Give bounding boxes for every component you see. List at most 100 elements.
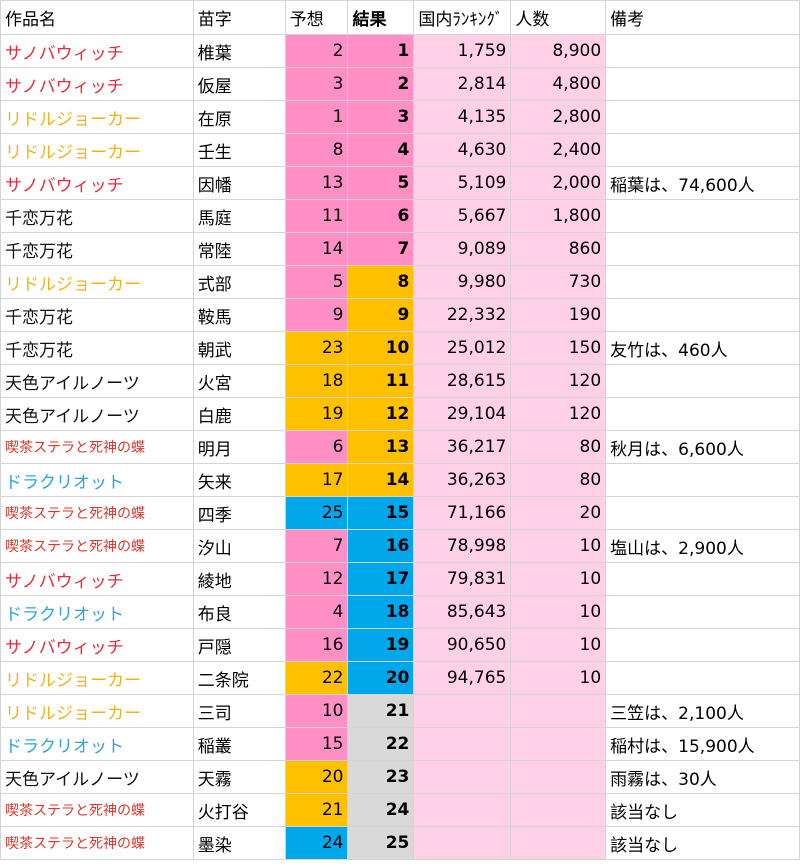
cell-prediction[interactable]: 9 xyxy=(284,298,349,332)
cell-count[interactable]: 80 xyxy=(510,430,607,464)
cell-ranking[interactable]: 5,109 xyxy=(413,166,512,200)
cell-surname[interactable]: 墨染 xyxy=(192,826,286,860)
cell-ranking[interactable]: 4,630 xyxy=(413,133,512,167)
cell-ranking[interactable] xyxy=(413,793,512,827)
cell-result[interactable]: 21 xyxy=(347,694,415,728)
cell-title[interactable]: ドラクリオット xyxy=(0,727,194,761)
cell-count[interactable]: 190 xyxy=(510,298,607,332)
cell-result[interactable]: 23 xyxy=(347,760,415,794)
cell-prediction[interactable]: 25 xyxy=(284,496,349,530)
cell-title[interactable]: 千恋万花 xyxy=(0,232,194,266)
cell-title[interactable]: 喫茶ステラと死神の蝶 xyxy=(0,793,194,827)
cell-prediction[interactable]: 19 xyxy=(284,397,349,431)
cell-ranking[interactable]: 2,814 xyxy=(413,67,512,101)
cell-title[interactable]: リドルジョーカー xyxy=(0,100,194,134)
cell-surname[interactable]: 汐山 xyxy=(192,529,286,563)
cell-surname[interactable]: 布良 xyxy=(192,595,286,629)
cell-title[interactable]: サノバウィッチ xyxy=(0,562,194,596)
cell-count[interactable]: 10 xyxy=(510,595,607,629)
cell-count[interactable]: 2,400 xyxy=(510,133,607,167)
cell-title[interactable]: サノバウィッチ xyxy=(0,166,194,200)
cell-count[interactable]: 860 xyxy=(510,232,607,266)
cell-result[interactable]: 18 xyxy=(347,595,415,629)
cell-count[interactable]: 1,800 xyxy=(510,199,607,233)
cell-result[interactable]: 9 xyxy=(347,298,415,332)
cell-notes[interactable] xyxy=(605,562,800,596)
cell-result[interactable]: 22 xyxy=(347,727,415,761)
cell-title[interactable]: 千恋万花 xyxy=(0,298,194,332)
cell-result[interactable]: 15 xyxy=(347,496,415,530)
cell-prediction[interactable]: 10 xyxy=(284,694,349,728)
cell-notes[interactable] xyxy=(605,496,800,530)
cell-ranking[interactable]: 36,263 xyxy=(413,463,512,497)
cell-ranking[interactable]: 22,332 xyxy=(413,298,512,332)
cell-count[interactable]: 20 xyxy=(510,496,607,530)
cell-count[interactable]: 10 xyxy=(510,661,607,695)
cell-notes[interactable]: 三笠は、2,100人 xyxy=(605,694,800,728)
cell-prediction[interactable]: 21 xyxy=(284,793,349,827)
cell-title[interactable]: 天色アイルノーツ xyxy=(0,364,194,398)
cell-surname[interactable]: 仮屋 xyxy=(192,67,286,101)
cell-notes[interactable] xyxy=(605,298,800,332)
cell-prediction[interactable]: 13 xyxy=(284,166,349,200)
cell-prediction[interactable]: 24 xyxy=(284,826,349,860)
cell-notes[interactable]: 秋月は、6,600人 xyxy=(605,430,800,464)
cell-count[interactable] xyxy=(510,793,607,827)
cell-notes[interactable] xyxy=(605,595,800,629)
cell-notes[interactable]: 塩山は、2,900人 xyxy=(605,529,800,563)
cell-count[interactable]: 80 xyxy=(510,463,607,497)
cell-count[interactable]: 120 xyxy=(510,364,607,398)
cell-prediction[interactable]: 11 xyxy=(284,199,349,233)
cell-title[interactable]: 天色アイルノーツ xyxy=(0,397,194,431)
cell-surname[interactable]: 式部 xyxy=(192,265,286,299)
header-cell-surname[interactable]: 苗字 xyxy=(192,0,286,35)
cell-title[interactable]: 喫茶ステラと死神の蝶 xyxy=(0,529,194,563)
cell-count[interactable]: 4,800 xyxy=(510,67,607,101)
cell-title[interactable]: 喫茶ステラと死神の蝶 xyxy=(0,826,194,860)
cell-ranking[interactable]: 9,089 xyxy=(413,232,512,266)
cell-prediction[interactable]: 4 xyxy=(284,595,349,629)
cell-notes[interactable] xyxy=(605,397,800,431)
cell-title[interactable]: ドラクリオット xyxy=(0,595,194,629)
cell-title[interactable]: 喫茶ステラと死神の蝶 xyxy=(0,430,194,464)
cell-surname[interactable]: 在原 xyxy=(192,100,286,134)
cell-notes[interactable] xyxy=(605,232,800,266)
cell-result[interactable]: 4 xyxy=(347,133,415,167)
cell-title[interactable]: 千恋万花 xyxy=(0,199,194,233)
cell-notes[interactable]: 該当なし xyxy=(605,793,800,827)
cell-notes[interactable]: 友竹は、460人 xyxy=(605,331,800,365)
cell-result[interactable]: 5 xyxy=(347,166,415,200)
cell-title[interactable]: サノバウィッチ xyxy=(0,628,194,662)
cell-result[interactable]: 24 xyxy=(347,793,415,827)
cell-surname[interactable]: 稲叢 xyxy=(192,727,286,761)
cell-notes[interactable] xyxy=(605,34,800,68)
cell-notes[interactable] xyxy=(605,265,800,299)
header-cell-result[interactable]: 結果 xyxy=(347,0,415,35)
cell-surname[interactable]: 火打谷 xyxy=(192,793,286,827)
cell-surname[interactable]: 綾地 xyxy=(192,562,286,596)
cell-result[interactable]: 25 xyxy=(347,826,415,860)
cell-prediction[interactable]: 15 xyxy=(284,727,349,761)
cell-ranking[interactable] xyxy=(413,760,512,794)
cell-result[interactable]: 6 xyxy=(347,199,415,233)
cell-title[interactable]: サノバウィッチ xyxy=(0,67,194,101)
cell-result[interactable]: 19 xyxy=(347,628,415,662)
cell-notes[interactable]: 雨霧は、30人 xyxy=(605,760,800,794)
cell-prediction[interactable]: 23 xyxy=(284,331,349,365)
cell-ranking[interactable]: 25,012 xyxy=(413,331,512,365)
cell-prediction[interactable]: 8 xyxy=(284,133,349,167)
cell-ranking[interactable]: 71,166 xyxy=(413,496,512,530)
cell-notes[interactable] xyxy=(605,661,800,695)
cell-count[interactable]: 150 xyxy=(510,331,607,365)
cell-result[interactable]: 13 xyxy=(347,430,415,464)
cell-surname[interactable]: 馬庭 xyxy=(192,199,286,233)
cell-ranking[interactable]: 4,135 xyxy=(413,100,512,134)
cell-result[interactable]: 11 xyxy=(347,364,415,398)
cell-surname[interactable]: 常陸 xyxy=(192,232,286,266)
cell-surname[interactable]: 矢来 xyxy=(192,463,286,497)
cell-result[interactable]: 8 xyxy=(347,265,415,299)
cell-result[interactable]: 12 xyxy=(347,397,415,431)
cell-prediction[interactable]: 3 xyxy=(284,67,349,101)
cell-title[interactable]: 天色アイルノーツ xyxy=(0,760,194,794)
cell-prediction[interactable]: 17 xyxy=(284,463,349,497)
